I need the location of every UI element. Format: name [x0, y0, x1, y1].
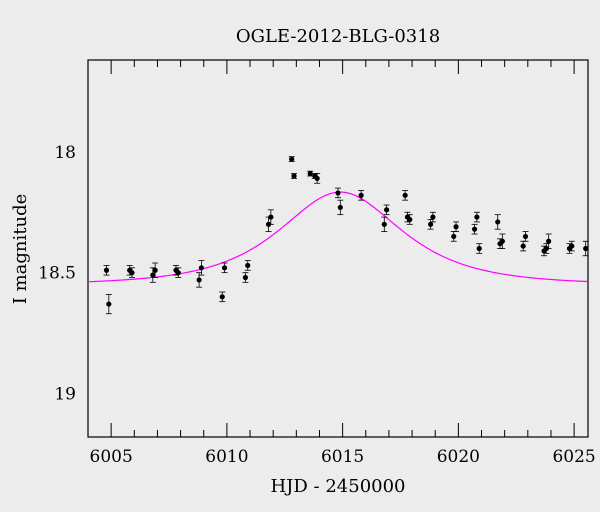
point-marker — [129, 270, 135, 276]
x-tick-label: 6020 — [437, 447, 480, 467]
point-marker — [335, 190, 341, 196]
point-marker — [430, 214, 436, 220]
data-point — [198, 260, 205, 276]
point-marker — [427, 221, 434, 227]
point-marker — [402, 192, 408, 198]
axis-ticks — [87, 60, 575, 437]
point-marker — [569, 243, 575, 249]
data-point — [471, 223, 478, 235]
x-tick-label: 6025 — [552, 447, 595, 467]
point-marker — [495, 219, 501, 225]
data-point — [103, 265, 110, 276]
x-axis-label: HJD - 2450000 — [270, 476, 405, 497]
data-point — [383, 204, 390, 216]
point-marker — [451, 233, 457, 240]
point-marker — [289, 156, 295, 162]
data-point — [175, 267, 182, 278]
point-marker — [337, 204, 343, 211]
point-marker — [152, 267, 158, 273]
data-point — [582, 240, 589, 257]
point-marker — [474, 214, 480, 220]
x-tick-label: 6005 — [90, 447, 133, 467]
point-marker — [358, 192, 364, 198]
point-marker — [471, 226, 478, 232]
y-tick-label: 19 — [54, 385, 76, 405]
point-marker — [583, 245, 589, 252]
point-marker — [196, 277, 202, 283]
point-marker — [221, 265, 228, 271]
data-point — [473, 211, 480, 223]
data-point — [337, 199, 344, 216]
data-point — [307, 170, 314, 177]
point-marker — [476, 245, 482, 252]
data-point — [291, 173, 298, 179]
data-point — [522, 231, 529, 242]
data-point — [429, 211, 436, 223]
data-points — [103, 156, 589, 315]
axis-tick-labels: 6005 6010 6015 6020 6025 18 18.5 19 — [38, 143, 596, 467]
data-point — [335, 187, 341, 199]
data-point — [499, 233, 506, 249]
data-point — [105, 294, 112, 315]
point-marker — [520, 243, 526, 249]
point-marker — [407, 216, 413, 223]
data-point — [314, 173, 321, 184]
point-marker — [198, 265, 205, 271]
point-marker — [268, 214, 274, 220]
data-point — [221, 262, 228, 274]
x-tick-label: 6015 — [321, 447, 364, 467]
point-marker — [499, 238, 505, 244]
data-point — [545, 233, 552, 249]
point-marker — [242, 274, 249, 281]
point-marker — [245, 262, 251, 269]
point-marker — [453, 224, 459, 230]
data-point — [494, 214, 501, 230]
point-marker — [384, 207, 390, 213]
plot-area: 6005 6010 6015 6020 6025 18 18.5 19 — [38, 59, 596, 467]
data-point — [267, 209, 274, 225]
chart-title: OGLE-2012-BLG-0318 — [236, 26, 440, 47]
data-point — [476, 243, 483, 254]
point-marker — [291, 173, 297, 179]
point-marker — [219, 294, 225, 300]
point-marker — [307, 170, 313, 177]
data-point — [568, 240, 575, 252]
point-marker — [546, 238, 552, 244]
data-point — [242, 272, 249, 283]
point-marker — [522, 233, 529, 240]
data-point — [196, 272, 203, 288]
point-marker — [106, 301, 112, 307]
data-point — [152, 262, 159, 278]
point-marker — [103, 267, 110, 273]
data-point — [358, 190, 365, 201]
point-marker — [314, 175, 320, 182]
point-marker — [175, 270, 181, 276]
data-point — [402, 190, 409, 201]
point-marker — [150, 272, 156, 278]
data-point — [288, 156, 295, 162]
data-point — [381, 216, 388, 232]
x-tick-label: 6010 — [205, 447, 248, 467]
data-point — [453, 221, 460, 232]
data-point — [219, 291, 226, 303]
data-point — [128, 267, 135, 278]
point-marker — [381, 221, 387, 227]
data-point — [244, 260, 251, 271]
data-point — [406, 214, 413, 225]
y-tick-label: 18 — [54, 143, 76, 163]
y-tick-label: 18.5 — [38, 264, 76, 284]
y-axis-label: I magnitude — [10, 194, 31, 305]
